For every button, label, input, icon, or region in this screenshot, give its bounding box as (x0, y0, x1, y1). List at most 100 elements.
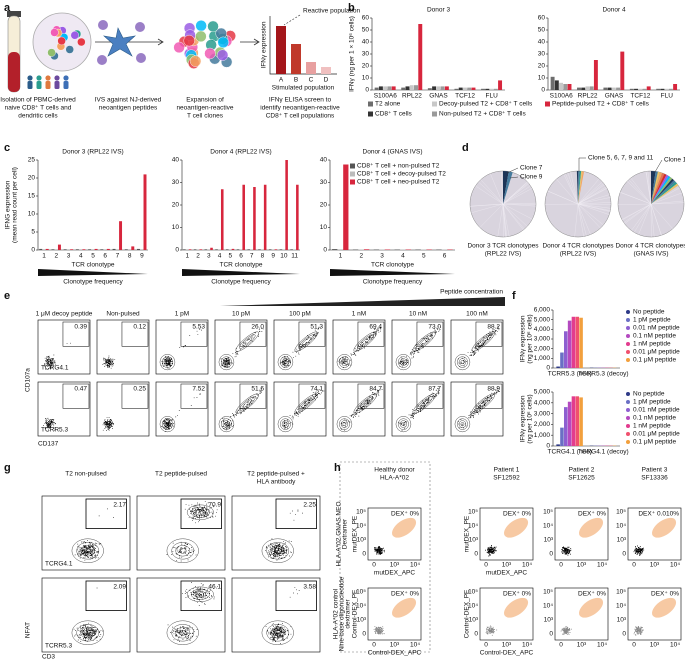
column-header: Healthy donor (374, 467, 415, 474)
clonotype-slice (490, 173, 504, 205)
clonotype-slice (563, 174, 579, 205)
event-dots (102, 417, 114, 431)
clonotype-slice (502, 203, 510, 237)
x-tick-label: 10 (280, 253, 288, 260)
clonotype-caption: Donor 4 TCR clonotypes (542, 243, 614, 250)
x-tick-label: 7 (116, 253, 120, 260)
chart-title: Donor 3 (RPL22 IVS) (62, 149, 123, 156)
axis (181, 160, 300, 251)
y-axis-label: IFNγ expression (520, 395, 527, 442)
chart-title: Donor 4 (GNAS IVS) (363, 149, 423, 156)
column-header: Patient 1 (494, 467, 520, 474)
gate (239, 383, 267, 409)
bar (550, 76, 555, 90)
axis (547, 18, 680, 91)
bar (115, 249, 119, 250)
x-tick-label: TCRR5.3 (neo) (548, 371, 592, 378)
y-tick-label: 40 (538, 39, 546, 46)
clonotype-slice (621, 203, 652, 220)
contour (336, 354, 353, 371)
contour (261, 538, 294, 563)
contour (460, 422, 465, 427)
contour (471, 331, 495, 352)
x-tick-label: 0 (484, 642, 488, 649)
bar (436, 86, 441, 90)
bar (137, 248, 140, 250)
contour (471, 393, 495, 414)
contour (395, 416, 412, 433)
gate (62, 383, 90, 409)
legend-key (626, 392, 630, 396)
contour (342, 422, 347, 427)
contour (80, 627, 96, 639)
x-tick-label: 10⁴ (410, 642, 420, 649)
bar (585, 86, 590, 90)
legend-label: 0.1 μM peptide (633, 357, 677, 364)
bar (188, 249, 192, 250)
gate-percentage: 51.3 (310, 324, 323, 331)
column-header: Non-pulsed (106, 311, 140, 318)
clone-wedge (651, 176, 671, 204)
gate-percentage: 74.1 (310, 386, 323, 393)
bar (75, 249, 79, 250)
clonotype-slice (502, 185, 531, 205)
row-label: Dextramer (342, 518, 349, 549)
column-header: T2 peptide-pulsed + (247, 471, 305, 478)
clone-label: Clone 1 (664, 157, 685, 164)
gate-percentage: 2.25 (303, 502, 316, 509)
legend-key (626, 400, 630, 404)
contour (342, 360, 347, 365)
bar (673, 84, 678, 90)
event-dots (265, 586, 300, 644)
event-dots (44, 342, 71, 370)
event-dots (265, 509, 303, 561)
clonotype-slice (502, 188, 533, 205)
legend-key (626, 350, 630, 354)
clonotype-slice (502, 203, 525, 230)
bar (39, 248, 43, 250)
bar (247, 249, 250, 250)
clonotype-slice (577, 186, 607, 205)
x-axis-label: TCR clonotype (220, 262, 263, 269)
contour (179, 629, 187, 636)
contour (186, 586, 214, 602)
clone-wedge (651, 172, 663, 204)
bar (51, 249, 55, 250)
clonotype-slice (497, 203, 504, 237)
x-tick-label: 0 (372, 562, 376, 569)
y-tick-label: 20 (172, 202, 180, 209)
legend-label: T2 alone (375, 101, 401, 108)
contour (162, 418, 173, 430)
bar (564, 407, 568, 446)
step-text: Expansion of (186, 97, 224, 104)
column-header: 1 pM (175, 311, 189, 318)
y-tick-label: 20 (28, 175, 36, 182)
clonotype-slice (645, 171, 652, 205)
bar (271, 249, 275, 250)
contour (458, 358, 466, 366)
clonotype-slice (577, 178, 600, 205)
contour (190, 506, 210, 518)
clonotype-slice (577, 203, 584, 237)
x-tick-label: RPL22 (402, 93, 422, 100)
x-tick-label: 11 (291, 253, 298, 260)
contour (353, 331, 377, 352)
gate-percentage: 0.39 (74, 324, 87, 331)
legend-label: No peptide (633, 391, 665, 398)
contour (360, 337, 370, 346)
gate-percentage: 0.47 (74, 386, 87, 393)
y-tick-label: 10 (320, 224, 328, 231)
legend-key (626, 318, 630, 322)
legend-key (626, 440, 630, 444)
x-tick-label: 10⁴ (597, 562, 607, 569)
contour (242, 399, 252, 408)
clonotype-slice (500, 171, 504, 205)
y-tick-label: 10⁴ (468, 603, 478, 610)
clonotype-slice (577, 181, 603, 205)
x-tick-label: RPL22 (578, 93, 598, 100)
y-tick-label: 10⁵ (468, 589, 478, 596)
gate (275, 580, 317, 612)
x-tick-label: 4 (218, 253, 222, 260)
x-tick-label: 10⁴ (522, 562, 532, 569)
gate-percentage: 46.1 (208, 584, 221, 591)
